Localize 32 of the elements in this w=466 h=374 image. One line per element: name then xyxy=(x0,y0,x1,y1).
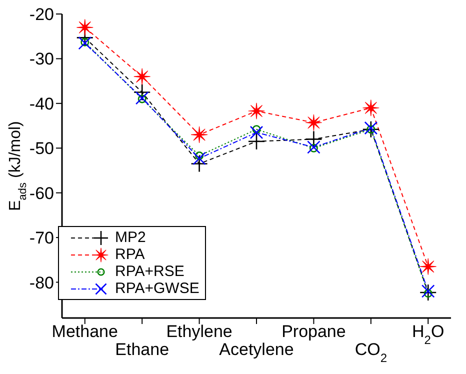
point xyxy=(362,100,380,116)
y-tick-label: -60 xyxy=(29,184,54,203)
point xyxy=(420,258,436,275)
legend-label: RPA+RSE xyxy=(115,263,184,280)
point xyxy=(305,114,322,131)
y-tick-label: -80 xyxy=(29,273,54,292)
x-tick-label: H$_{2}$O xyxy=(412,322,444,347)
x-tick-label: Propane xyxy=(282,322,346,341)
x-tick-label: CO$_{2}$ xyxy=(354,340,388,365)
point xyxy=(366,125,376,134)
point xyxy=(424,289,432,298)
legend-label: MP2 xyxy=(115,229,146,246)
point xyxy=(138,94,146,104)
point xyxy=(134,68,150,85)
x-tick-label: Methane xyxy=(52,322,118,341)
point xyxy=(190,126,208,144)
point xyxy=(309,144,318,152)
point xyxy=(252,125,261,134)
y-tick-label: -20 xyxy=(29,5,54,24)
y-tick-label: -40 xyxy=(29,94,54,114)
x-tick-label: Acetylene xyxy=(219,340,294,359)
point xyxy=(76,19,94,36)
x-tick-label: Ethane xyxy=(115,340,170,359)
y-tick-label: -30 xyxy=(29,50,54,69)
y-tick-label: -70 xyxy=(29,228,54,248)
point xyxy=(248,102,265,120)
point xyxy=(80,38,90,46)
y-tick-label: -50 xyxy=(29,139,54,158)
point xyxy=(195,151,204,160)
legend-label: RPA+GWSE xyxy=(115,280,200,297)
x-tick-label: Ethylene xyxy=(166,322,232,341)
legend-label: RPA xyxy=(115,246,145,263)
